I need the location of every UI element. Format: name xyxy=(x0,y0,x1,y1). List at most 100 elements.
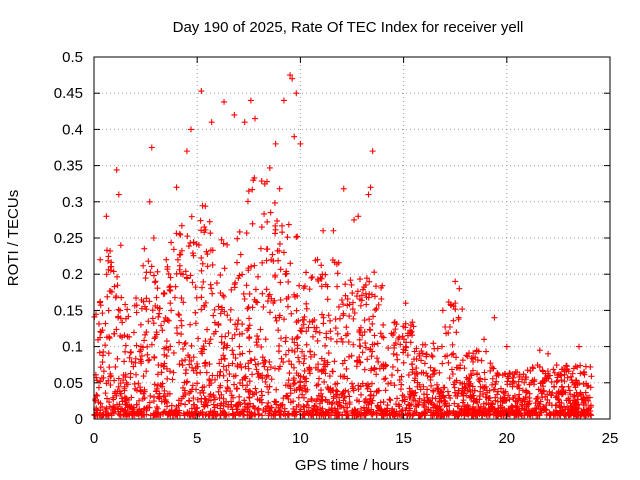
data-point xyxy=(431,367,438,374)
data-point xyxy=(492,397,499,404)
data-point xyxy=(265,389,272,396)
data-point xyxy=(204,263,211,270)
data-point xyxy=(357,302,364,309)
data-point xyxy=(224,342,231,349)
data-point xyxy=(201,360,208,367)
data-point xyxy=(582,389,589,396)
data-point xyxy=(446,375,453,382)
data-point xyxy=(467,393,474,400)
data-point xyxy=(309,273,316,280)
data-point xyxy=(500,397,507,404)
data-point xyxy=(580,401,587,408)
data-point xyxy=(173,324,180,331)
data-point xyxy=(335,303,342,310)
data-point xyxy=(113,293,120,300)
data-point xyxy=(469,403,476,410)
data-point xyxy=(152,278,159,285)
data-point xyxy=(367,367,374,374)
data-point xyxy=(404,412,411,419)
data-point xyxy=(415,401,422,408)
data-point xyxy=(359,380,366,387)
data-point xyxy=(154,411,161,418)
data-point xyxy=(458,406,465,413)
data-point xyxy=(309,333,316,340)
data-point xyxy=(202,359,209,366)
data-point xyxy=(276,185,283,192)
data-point xyxy=(353,397,360,404)
data-point xyxy=(163,365,170,372)
data-point xyxy=(251,174,258,181)
data-point xyxy=(200,403,207,410)
data-point xyxy=(128,358,135,365)
data-point xyxy=(565,383,572,390)
y-tick-label: 0.15 xyxy=(54,302,83,319)
data-point xyxy=(561,378,568,385)
data-point xyxy=(430,340,437,347)
data-point xyxy=(564,374,571,381)
data-point xyxy=(296,282,303,289)
data-point xyxy=(122,371,129,378)
data-point xyxy=(97,256,104,263)
data-point xyxy=(416,352,423,359)
data-point xyxy=(245,403,252,410)
data-point xyxy=(383,408,390,415)
data-point xyxy=(323,334,330,341)
data-point xyxy=(221,265,228,272)
data-point xyxy=(310,405,317,412)
data-point xyxy=(262,408,269,415)
data-point xyxy=(436,390,443,397)
data-point xyxy=(95,384,102,391)
data-point xyxy=(165,317,172,324)
data-point xyxy=(102,390,109,397)
data-point xyxy=(436,398,443,405)
data-point xyxy=(207,247,214,254)
data-point xyxy=(108,372,115,379)
data-point xyxy=(197,217,204,224)
data-point xyxy=(271,365,278,372)
data-point xyxy=(357,276,364,283)
data-point xyxy=(464,408,471,415)
data-point xyxy=(464,402,471,409)
data-point xyxy=(192,309,199,316)
data-point xyxy=(509,378,516,385)
data-point xyxy=(192,365,199,372)
data-point xyxy=(212,376,219,383)
data-point xyxy=(371,293,378,300)
data-point xyxy=(354,357,361,364)
data-point xyxy=(264,298,271,305)
data-point xyxy=(294,233,301,240)
data-point xyxy=(411,392,418,399)
data-point xyxy=(301,352,308,359)
data-point xyxy=(111,283,118,290)
data-point xyxy=(342,292,349,299)
data-point xyxy=(137,384,144,391)
data-point xyxy=(329,400,336,407)
data-point xyxy=(322,271,329,278)
data-point xyxy=(483,387,490,394)
data-point xyxy=(407,339,414,346)
data-point xyxy=(117,390,124,397)
data-point xyxy=(218,356,225,363)
data-point xyxy=(394,367,401,374)
data-point xyxy=(574,393,581,400)
data-point xyxy=(550,408,557,415)
data-point xyxy=(246,400,253,407)
data-point xyxy=(148,144,155,151)
data-point xyxy=(410,411,417,418)
data-point xyxy=(444,388,451,395)
data-point xyxy=(221,355,228,362)
data-point xyxy=(119,319,126,326)
data-point xyxy=(405,411,412,418)
data-point xyxy=(259,290,266,297)
data-point xyxy=(368,400,375,407)
data-point xyxy=(393,408,400,415)
data-point xyxy=(411,348,418,355)
data-point xyxy=(459,357,466,364)
data-point xyxy=(358,292,365,299)
data-point xyxy=(333,391,340,398)
data-point xyxy=(249,411,256,418)
data-point xyxy=(427,364,434,371)
data-point xyxy=(320,320,327,327)
data-point xyxy=(285,221,292,228)
data-point xyxy=(563,362,570,369)
